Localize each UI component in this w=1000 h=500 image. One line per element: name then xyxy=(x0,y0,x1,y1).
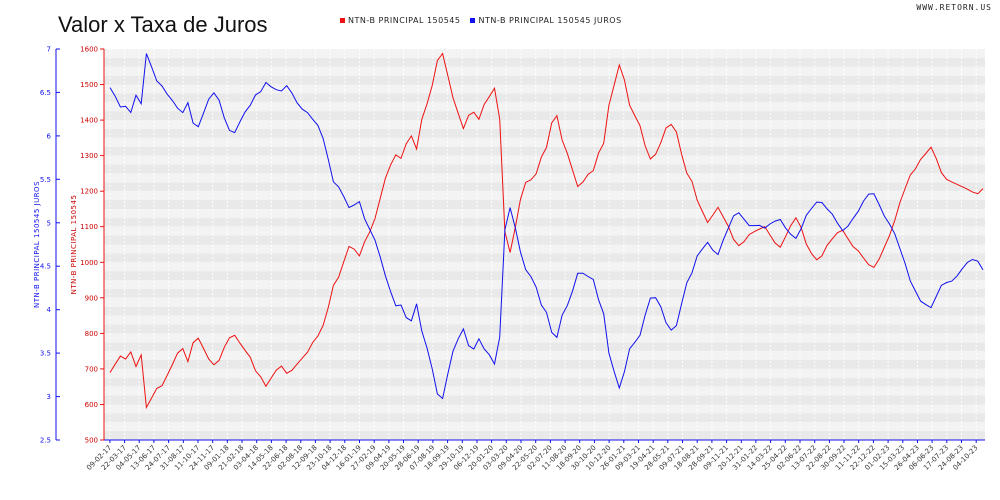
grid-band xyxy=(104,137,985,147)
chart-series xyxy=(109,52,984,410)
grid-band xyxy=(104,368,985,378)
chart-grid-lines xyxy=(109,49,977,440)
y-tick-label-price: 1400 xyxy=(80,117,98,125)
grid-band xyxy=(104,315,985,325)
grid-band xyxy=(104,271,985,281)
grid-band xyxy=(104,93,985,103)
y-tick-label-price: 600 xyxy=(85,401,98,409)
legend-swatch-rate xyxy=(470,18,476,23)
grid-band xyxy=(104,253,985,263)
chart-grid-bands xyxy=(104,49,985,440)
y-tick-label-price: 1100 xyxy=(80,223,98,231)
grid-band xyxy=(104,342,985,352)
grid-band xyxy=(104,129,985,138)
y-tick-label-price: 1200 xyxy=(80,188,98,196)
y-tick-label-rate: 4.5 xyxy=(40,263,51,271)
grid-band xyxy=(104,84,985,94)
grid-band xyxy=(104,306,985,316)
series-line-rate xyxy=(109,53,984,400)
y-axis-label-price: NTN-B PRINCIPAL 150545 xyxy=(70,195,78,295)
y-tick-label-price: 1300 xyxy=(80,152,98,160)
legend-item-price: NTN-B PRINCIPAL 150545 xyxy=(340,16,460,25)
y-tick-label-price: 900 xyxy=(85,294,98,302)
grid-band xyxy=(104,182,985,192)
y-tick-label-price: 1600 xyxy=(80,46,98,54)
grid-band xyxy=(104,235,985,245)
grid-band xyxy=(104,164,985,174)
legend-swatch-price xyxy=(340,18,345,23)
grid-band xyxy=(104,244,985,254)
grid-band xyxy=(104,102,985,112)
grid-band xyxy=(104,217,985,227)
y-tick-label-rate: 5 xyxy=(47,219,51,227)
grid-band xyxy=(104,173,985,183)
y-axis-label-rate: NTN-B PRINCIPAL 150545 JUROS xyxy=(33,181,41,308)
grid-band xyxy=(104,280,985,289)
grid-band xyxy=(104,49,985,58)
grid-band xyxy=(104,324,985,334)
y-tick-label-rate: 6 xyxy=(47,132,52,140)
grid-band xyxy=(104,226,985,236)
grid-band xyxy=(104,155,985,165)
y-tick-label-rate: 7 xyxy=(47,46,51,54)
y-tick-label-rate: 2.5 xyxy=(40,437,51,445)
grid-band xyxy=(104,360,985,369)
y-tick-label-rate: 5.5 xyxy=(40,176,51,184)
grid-band xyxy=(104,209,985,218)
grid-band xyxy=(104,333,985,343)
y-tick-label-price: 500 xyxy=(85,437,98,445)
y-tick-label-rate: 6.5 xyxy=(40,89,51,97)
grid-band xyxy=(104,57,985,67)
legend-label-rate: NTN-B PRINCIPAL 150545 JUROS xyxy=(478,16,622,25)
grid-band xyxy=(104,75,985,85)
page-title: Valor x Taxa de Juros xyxy=(58,12,268,37)
grid-band xyxy=(104,111,985,121)
series-line-price xyxy=(109,52,984,410)
grid-band xyxy=(104,422,985,432)
grid-band xyxy=(104,191,985,201)
grid-band xyxy=(104,395,985,405)
y-tick-label-price: 800 xyxy=(85,330,98,338)
y-tick-label-rate: 3.5 xyxy=(40,350,51,358)
grid-band xyxy=(104,431,985,440)
grid-band xyxy=(104,351,985,360)
grid-band xyxy=(104,377,985,387)
y-tick-label-price: 1000 xyxy=(80,259,98,267)
grid-band xyxy=(104,413,985,423)
legend-label-price: NTN-B PRINCIPAL 150545 xyxy=(348,16,461,25)
grid-band xyxy=(104,66,985,76)
legend-item-rate: NTN-B PRINCIPAL 150545 JUROS xyxy=(470,16,621,25)
y-tick-label-rate: 4 xyxy=(47,306,52,314)
grid-band xyxy=(104,404,985,414)
grid-band xyxy=(104,120,985,129)
grid-band xyxy=(104,297,985,307)
grid-band xyxy=(104,262,985,272)
site-watermark: WWW.RETORN.US xyxy=(916,3,992,12)
y-tick-label-rate: 3 xyxy=(47,393,51,401)
grid-band xyxy=(104,200,985,209)
grid-band xyxy=(104,288,985,298)
y-tick-label-price: 1500 xyxy=(80,81,98,89)
y-tick-label-price: 700 xyxy=(85,365,98,373)
grid-band xyxy=(104,386,985,396)
chart-legend: NTN-B PRINCIPAL 150545 NTN-B PRINCIPAL 1… xyxy=(340,16,622,25)
